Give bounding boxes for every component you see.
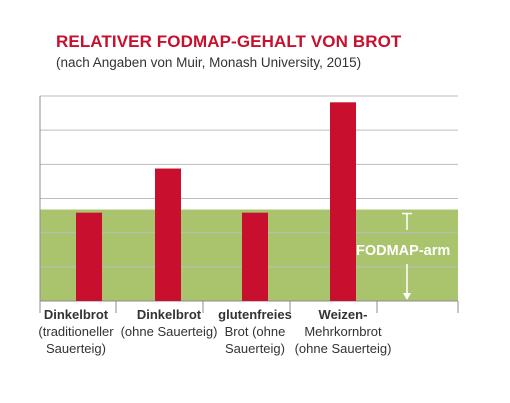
bar <box>76 212 102 301</box>
category-label: Dinkelbrot (traditioneller Sauerteig) <box>20 306 132 357</box>
category-label: Weizen- Mehrkornbrot (ohne Sauerteig) <box>287 306 399 357</box>
category-label-line1: glutenfreies <box>218 307 292 322</box>
category-label-line1: Weizen- <box>318 307 368 322</box>
category-label: glutenfreies Brot (ohne Sauerteig) <box>199 306 311 357</box>
bar <box>155 168 181 301</box>
category-label: Dinkelbrot (ohne Sauerteig) <box>113 306 225 340</box>
range-marker-arrow <box>403 293 411 300</box>
category-label-line2: (ohne Sauerteig) <box>120 324 218 339</box>
chart-title: RELATIVER FODMAP-GEHALT VON BROT <box>56 32 402 51</box>
category-label-line2: Mehrkornbrot (ohne Sauerteig) <box>294 324 392 356</box>
bar <box>242 212 268 301</box>
category-label-line2: Brot (ohne Sauerteig) <box>224 324 286 356</box>
bar <box>330 102 356 301</box>
category-label-line2: (traditioneller Sauerteig) <box>38 324 114 356</box>
chart-subtitle: (nach Angaben von Muir, Monash Universit… <box>56 55 362 70</box>
threshold-label: FODMAP-arm <box>356 243 451 259</box>
category-label-line1: Dinkelbrot <box>136 307 202 322</box>
category-label-line1: Dinkelbrot <box>43 307 109 322</box>
